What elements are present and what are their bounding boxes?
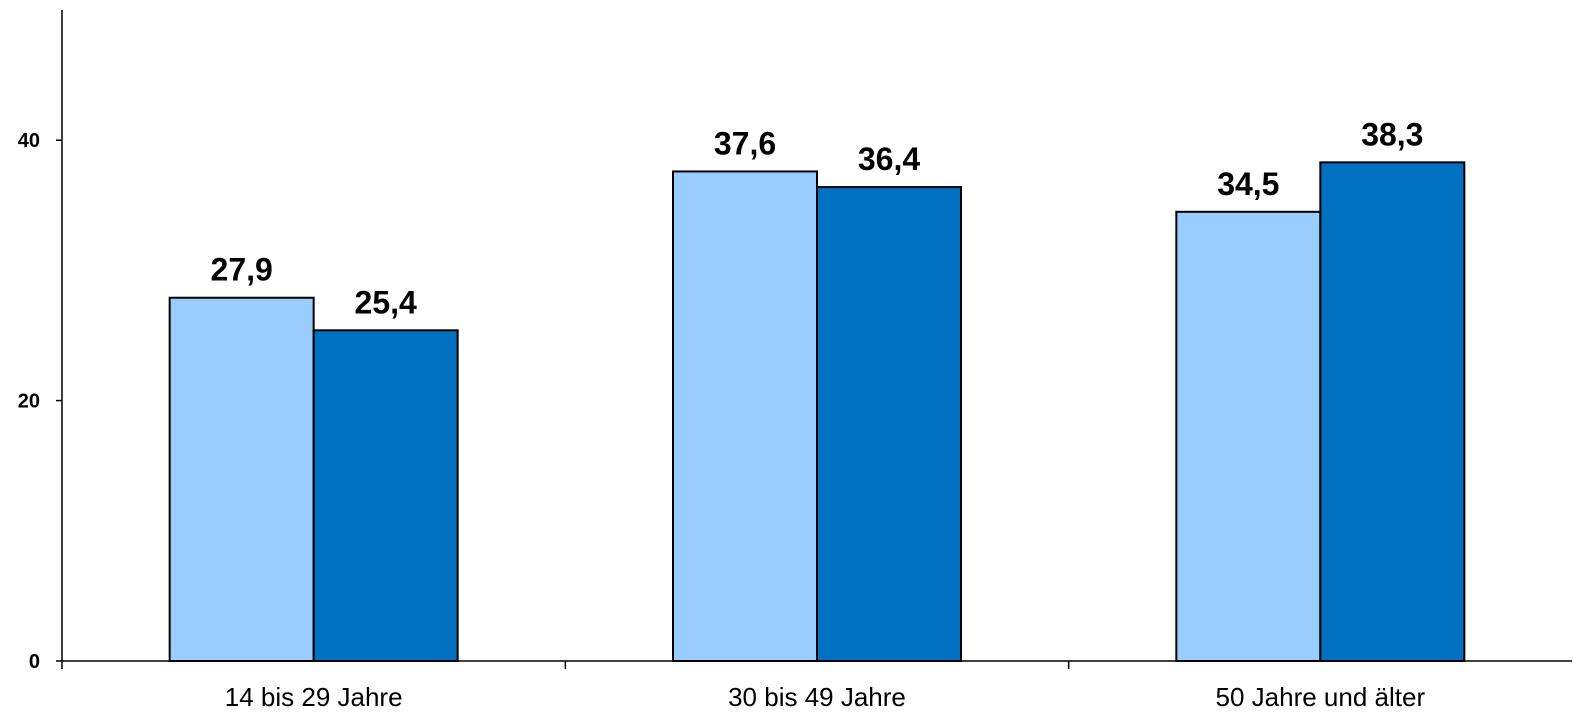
bar-series2-cat3 xyxy=(1319,161,1466,662)
data-label-series1-cat3: 34,5 xyxy=(1217,166,1279,202)
x-tick-label: 30 bis 49 Jahre xyxy=(728,682,906,712)
bar-series2-cat1 xyxy=(312,329,459,662)
y-tick-label: 40 xyxy=(18,130,40,152)
labels-layer: 27,9 25,4 14 bis 29 Jahre 37,6 36,4 30 bis 49… xyxy=(18,116,1426,712)
bar-series1-cat2 xyxy=(672,170,818,662)
bar-series2-cat2 xyxy=(816,186,962,663)
x-tick-label: 14 bis 29 Jahre xyxy=(225,682,403,712)
bars-layer xyxy=(168,161,1466,663)
y-tick-label: 20 xyxy=(18,391,40,413)
data-label-series1-cat1: 27,9 xyxy=(211,252,273,288)
bar-series1-cat3 xyxy=(1175,210,1322,662)
data-label-series2-cat1: 25,4 xyxy=(355,284,417,320)
data-label-series2-cat2: 36,4 xyxy=(858,141,920,177)
bar-series1-cat1 xyxy=(168,296,315,662)
data-label-series2-cat3: 38,3 xyxy=(1361,116,1423,152)
y-tick-label: 0 xyxy=(29,651,40,673)
axes-layer xyxy=(56,10,1572,669)
x-tick-label: 50 Jahre und älter xyxy=(1216,682,1426,712)
data-label-series1-cat2: 37,6 xyxy=(714,125,776,161)
